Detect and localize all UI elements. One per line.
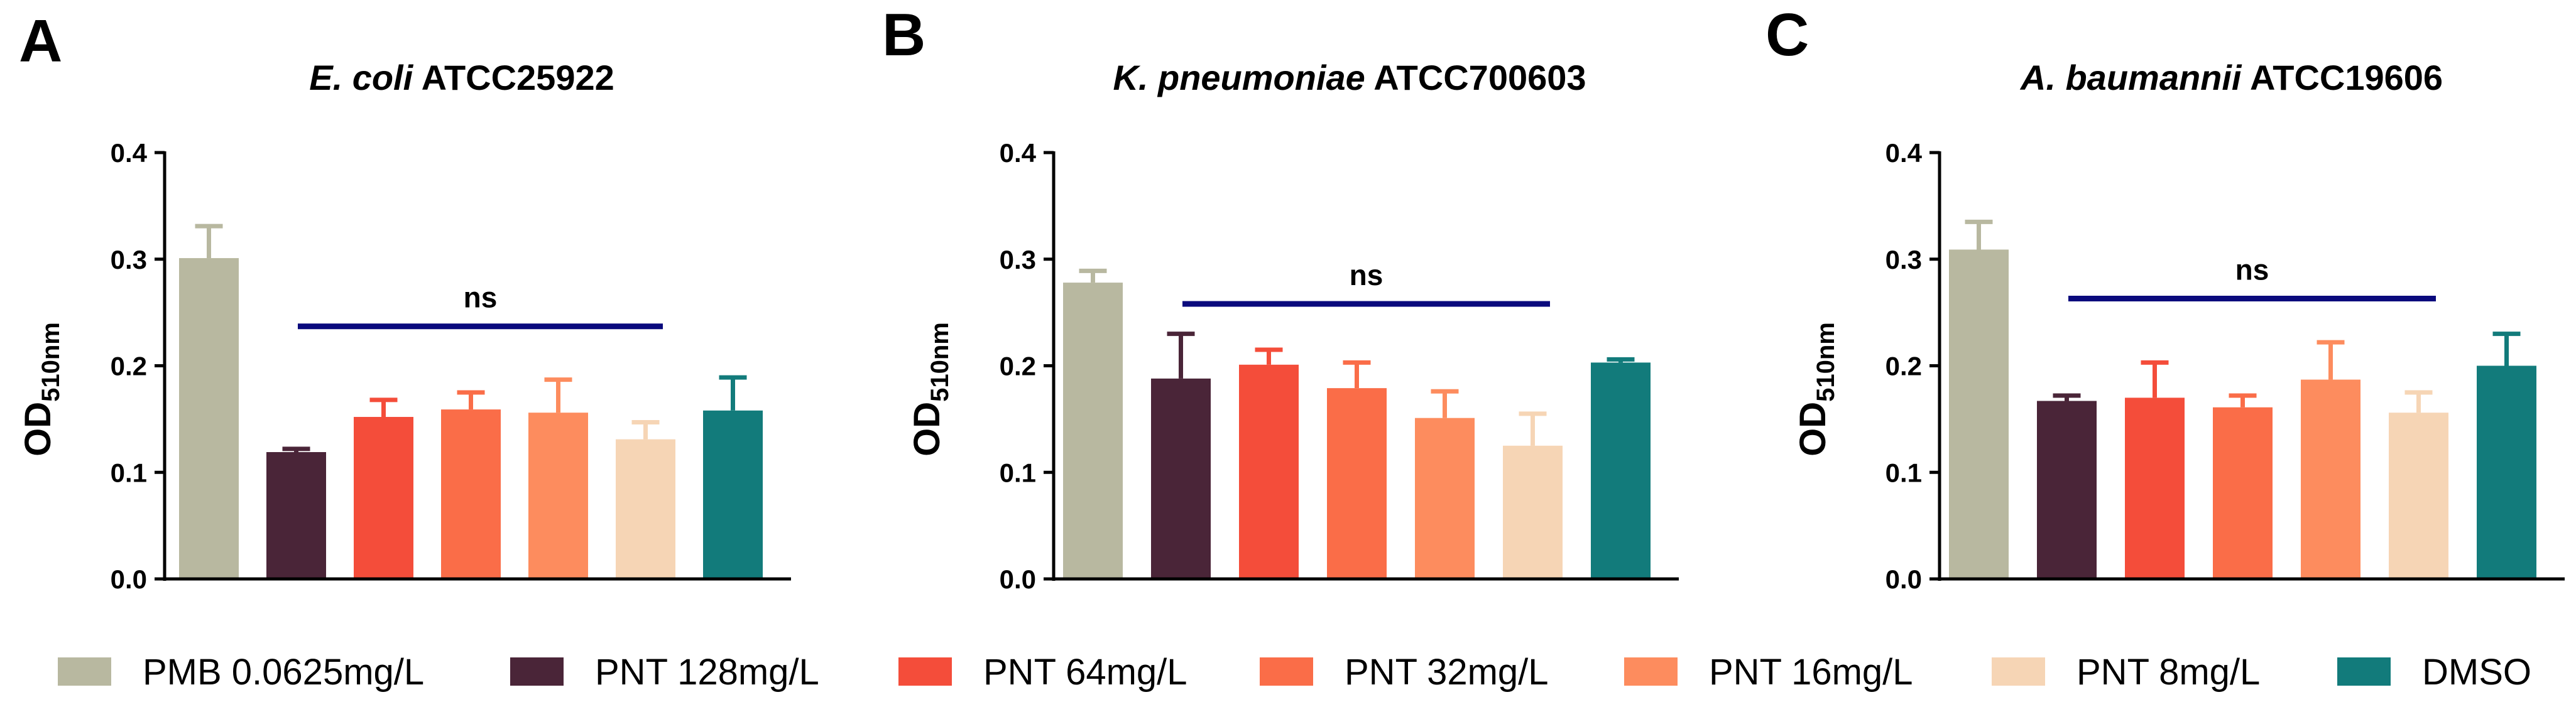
bar [1327,388,1387,579]
bar [179,258,239,579]
bar [2301,379,2360,579]
legend-label: PNT 128mg/L [595,652,819,693]
panel-letter: A [19,8,62,75]
panel-letter: C [1766,1,1809,68]
y-axis-label: OD510nm [1793,322,1840,456]
y-tick-label: 0.4 [1000,138,1037,168]
title-strain: ATCC19606 [2242,58,2443,97]
bar [2125,397,2185,579]
bar [2213,407,2273,579]
bar [1151,378,1211,579]
legend-item: PNT 128mg/L [510,652,819,693]
y-tick-label: 0.1 [1000,458,1036,487]
y-tick-label: 0.3 [1886,245,1922,274]
legend-item: PNT 8mg/L [1992,652,2260,693]
legend-label: PNT 64mg/L [983,652,1187,693]
legend-swatch [58,657,111,686]
legend: PMB 0.0625mg/L PNT 128mg/L PNT 64mg/L PN… [58,652,2531,693]
bar [1239,364,1299,579]
plot-area: 0.0 0.1 0.2 0.3 0.4 ns [111,138,791,594]
y-axis-label-subscript: 510nm [37,322,65,402]
panel-letter: B [882,1,925,68]
bar [1503,445,1563,579]
title-species: K. pneumoniae [1113,58,1365,97]
legend-item: PNT 16mg/L [1624,652,1913,693]
y-axis-label-main: OD [907,402,947,456]
y-tick-label: 0.4 [111,138,148,168]
title-strain: ATCC25922 [413,58,614,97]
legend-item: PNT 64mg/L [898,652,1187,693]
bar [2477,365,2536,579]
plot-area: 0.0 0.1 0.2 0.3 0.4 ns [1000,138,1679,594]
y-tick-label: 0.3 [111,245,147,274]
y-tick-label: 0.2 [1000,352,1036,381]
legend-label: PNT 8mg/L [2077,652,2260,693]
bar [616,439,675,579]
bar [354,416,413,579]
legend-label: PNT 32mg/L [1345,652,1549,693]
y-tick-label: 0.0 [1000,564,1036,594]
legend-swatch [1260,657,1313,686]
title-strain: ATCC700603 [1365,58,1586,97]
legend-swatch [898,657,952,686]
chart-title: K. pneumoniae ATCC700603 [1113,58,1586,97]
panel-b: B K. pneumoniae ATCC700603 OD510nm 0.00.… [882,1,1679,594]
y-tick-label: 0.4 [1886,138,1923,168]
legend-label: DMSO [2422,652,2531,693]
legend-item: DMSO [2337,652,2531,693]
plot-area: 0.0 0.1 0.2 0.3 0.4 ns [1886,138,2565,594]
legend-label: PMB 0.0625mg/L [143,652,424,693]
significance-label: ns [464,281,498,314]
y-axis-label-subscript: 510nm [1812,322,1840,402]
panel-a: A E. coli ATCC25922 OD510nm 0.0 0.1 0.2 0.3… [18,8,791,594]
legend-label: PNT 16mg/L [1709,652,1913,693]
y-tick-label: 0.0 [1886,564,1922,594]
bar [2389,413,2448,579]
y-axis-label-subscript: 510nm [926,322,954,402]
bar [2037,401,2097,579]
title-species: A. baumannii [2019,58,2242,97]
bar [1949,249,2009,579]
bar [266,451,326,579]
significance-label: ns [2235,254,2269,286]
y-axis-label-main: OD [1793,402,1833,456]
chart-title: A. baumannii ATCC19606 [2019,58,2443,97]
y-tick-label: 0.2 [111,352,147,381]
legend-swatch [2337,657,2391,686]
y-axis-label: OD510nm [907,322,954,456]
legend-swatch [1992,657,2045,686]
bar [1591,362,1651,579]
bar [528,413,588,579]
y-axis-label: OD510nm [18,322,65,456]
chart-title: E. coli ATCC25922 [309,58,614,97]
bar [1415,418,1475,579]
y-tick-label: 0.0 [111,564,147,594]
legend-item: PNT 32mg/L [1260,652,1549,693]
panel-c: C A. baumannii ATCC19606 OD510nm 0.00.10… [1766,1,2565,594]
y-tick-label: 0.1 [1886,458,1922,487]
significance-label: ns [1350,259,1384,291]
legend-swatch [1624,657,1678,686]
legend-item: PMB 0.0625mg/L [58,652,424,693]
bar [441,409,501,579]
y-tick-label: 0.1 [111,458,147,487]
y-tick-label: 0.3 [1000,245,1036,274]
y-axis-label-main: OD [18,402,58,456]
title-species: E. coli [309,58,413,97]
bar [1063,283,1123,579]
bar [703,410,763,579]
legend-swatch [510,657,564,686]
y-tick-label: 0.2 [1886,352,1922,381]
